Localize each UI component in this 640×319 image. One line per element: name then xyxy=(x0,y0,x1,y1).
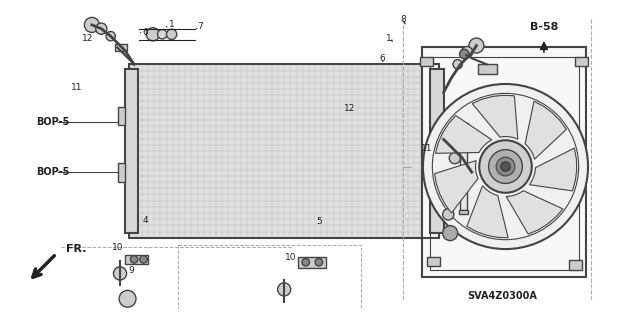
Text: 12: 12 xyxy=(344,104,355,113)
Text: 9: 9 xyxy=(129,266,134,275)
Bar xyxy=(422,48,586,277)
Circle shape xyxy=(443,209,454,220)
Circle shape xyxy=(501,162,510,171)
Circle shape xyxy=(496,157,515,176)
Circle shape xyxy=(423,84,588,249)
Bar xyxy=(460,125,467,210)
Bar xyxy=(459,210,468,214)
Circle shape xyxy=(302,258,310,266)
Text: B-58: B-58 xyxy=(530,22,558,32)
Bar xyxy=(478,64,497,74)
Bar xyxy=(427,256,440,266)
Circle shape xyxy=(469,38,484,53)
Polygon shape xyxy=(435,115,492,153)
Circle shape xyxy=(453,60,462,69)
Circle shape xyxy=(166,29,177,40)
Text: 12: 12 xyxy=(81,33,93,42)
Text: 5: 5 xyxy=(316,217,322,226)
Circle shape xyxy=(84,18,99,33)
Circle shape xyxy=(113,267,127,280)
Bar xyxy=(115,44,127,51)
Circle shape xyxy=(119,290,136,307)
Bar xyxy=(429,57,579,270)
Bar xyxy=(298,256,326,268)
Text: SVA4Z0300A: SVA4Z0300A xyxy=(467,291,537,301)
Polygon shape xyxy=(506,191,563,234)
Text: 11: 11 xyxy=(421,144,433,153)
Polygon shape xyxy=(529,148,577,191)
Text: FR.: FR. xyxy=(66,244,86,254)
Bar xyxy=(129,64,439,238)
Circle shape xyxy=(490,66,495,72)
Bar xyxy=(125,255,148,264)
Bar xyxy=(420,57,433,66)
Text: 1: 1 xyxy=(387,33,392,42)
Text: 10: 10 xyxy=(111,243,123,252)
Text: 4: 4 xyxy=(143,216,148,226)
Text: 6: 6 xyxy=(143,28,148,37)
Bar xyxy=(118,163,125,182)
Bar xyxy=(125,69,138,233)
Bar xyxy=(118,107,125,125)
Text: 6: 6 xyxy=(380,54,385,63)
Polygon shape xyxy=(435,160,478,213)
Circle shape xyxy=(131,256,138,263)
Circle shape xyxy=(444,142,453,152)
Text: 1: 1 xyxy=(169,20,175,29)
Polygon shape xyxy=(525,101,566,159)
Bar xyxy=(575,57,588,66)
Circle shape xyxy=(460,49,469,59)
Circle shape xyxy=(106,32,115,41)
Bar xyxy=(129,64,439,238)
Circle shape xyxy=(157,30,167,39)
Polygon shape xyxy=(467,186,508,238)
Bar xyxy=(459,123,468,128)
Circle shape xyxy=(461,47,473,58)
Circle shape xyxy=(488,150,522,183)
Text: BOP-5: BOP-5 xyxy=(36,116,69,127)
Polygon shape xyxy=(472,95,518,139)
Bar xyxy=(569,260,582,270)
Circle shape xyxy=(443,226,458,241)
Circle shape xyxy=(315,258,323,266)
Text: BOP-5: BOP-5 xyxy=(36,167,69,177)
Circle shape xyxy=(480,66,486,72)
Text: 7: 7 xyxy=(197,22,203,31)
Text: 8: 8 xyxy=(401,15,406,24)
Circle shape xyxy=(95,23,107,34)
Bar xyxy=(178,245,361,311)
Circle shape xyxy=(140,256,147,263)
Circle shape xyxy=(278,283,291,296)
Circle shape xyxy=(479,140,532,193)
Text: 10: 10 xyxy=(285,253,296,262)
Circle shape xyxy=(449,152,461,164)
Bar xyxy=(431,69,444,233)
Circle shape xyxy=(147,28,159,41)
Text: 11: 11 xyxy=(71,83,83,92)
